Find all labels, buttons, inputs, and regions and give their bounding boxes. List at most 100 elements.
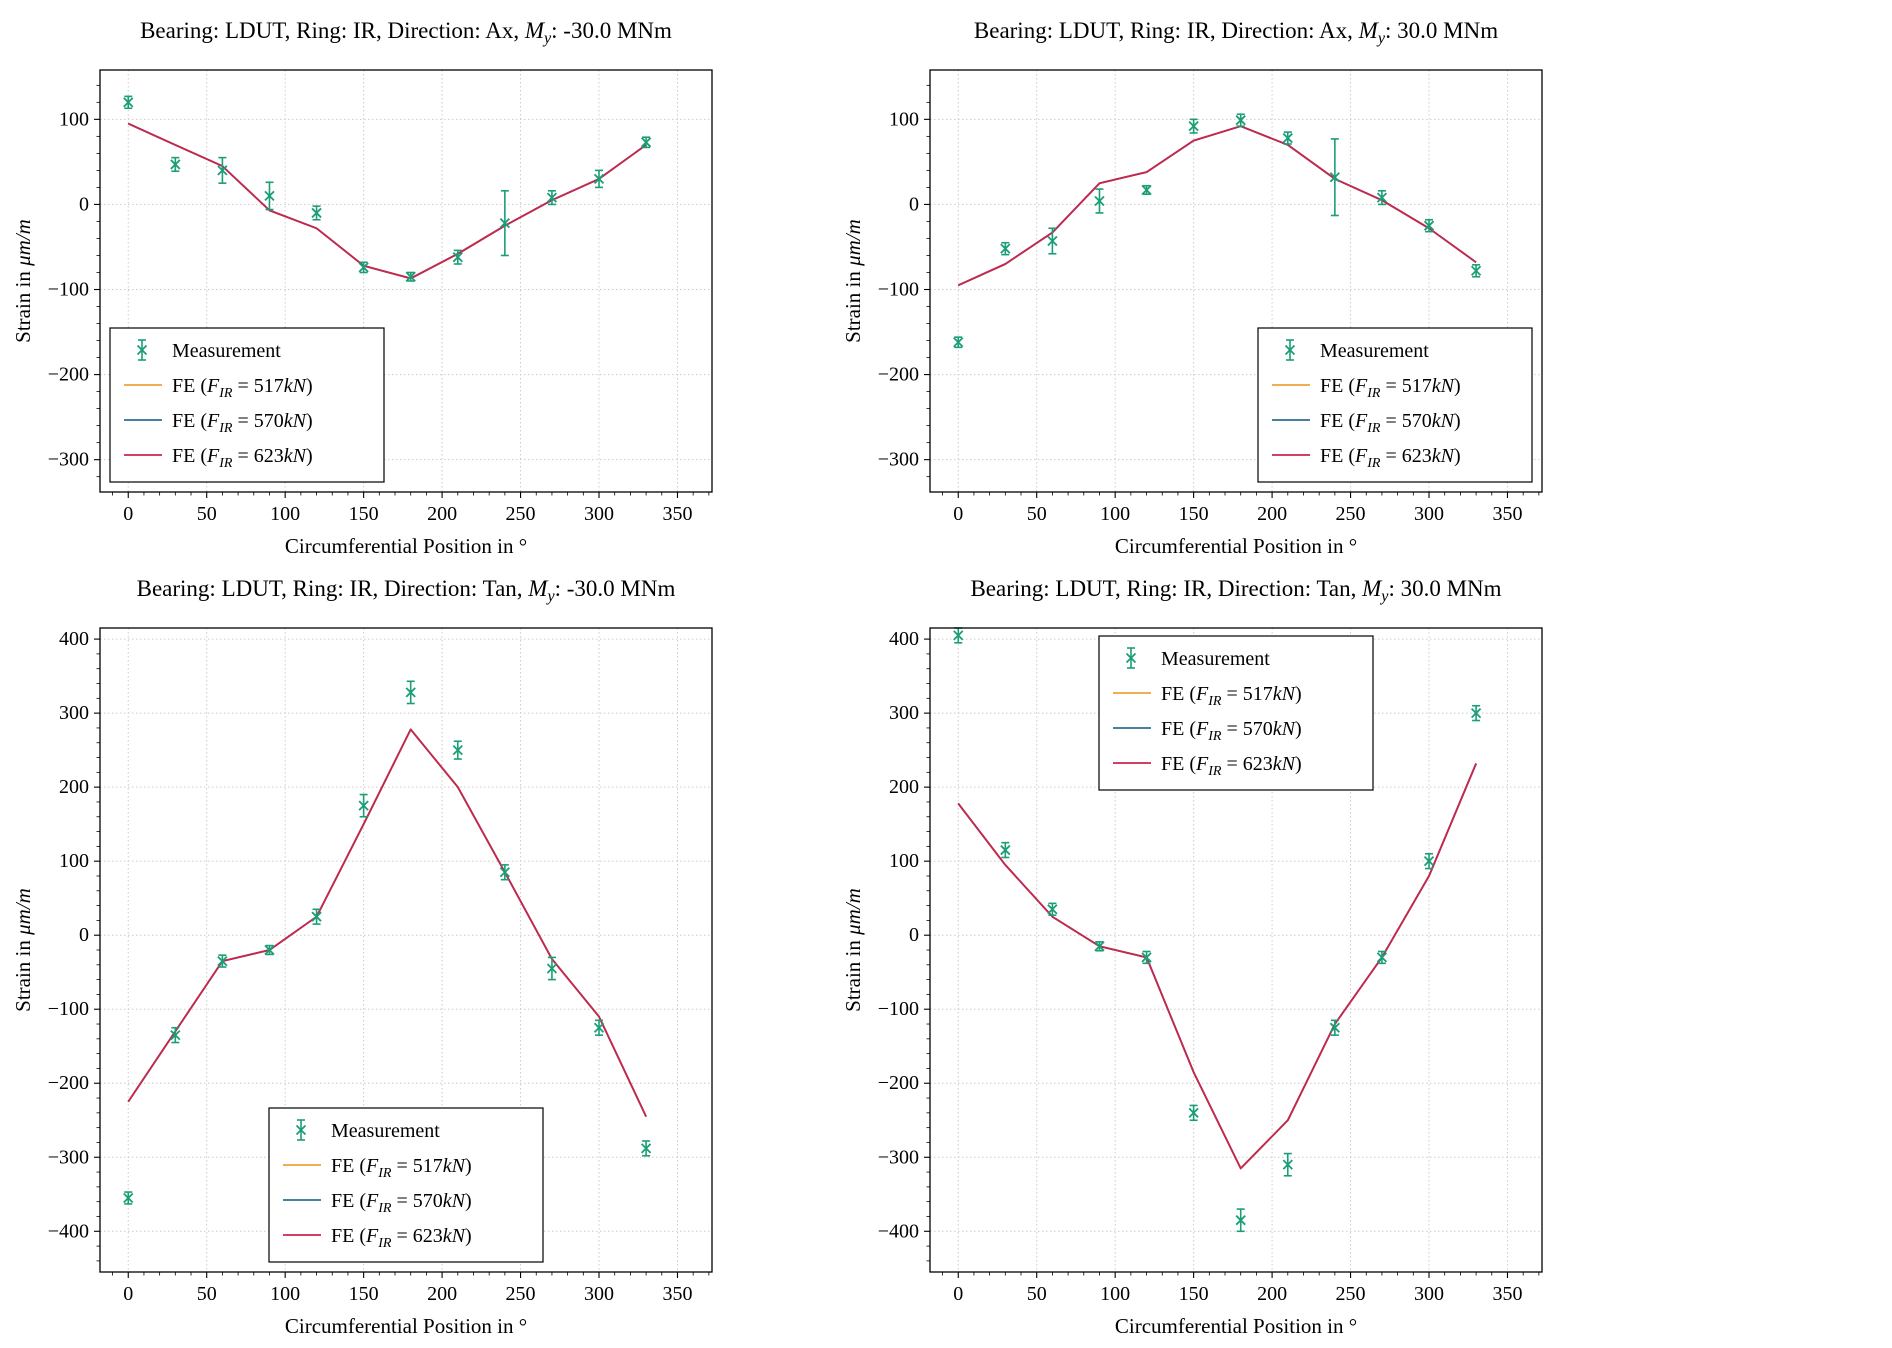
legend-box xyxy=(1257,327,1533,483)
chart-tan-pos30: 0 50 100 150 200 250 300 350 400 300 200 100 0 −100 −2… xyxy=(841,576,1543,1338)
svg-text:0: 0 xyxy=(909,924,919,946)
svg-text:0: 0 xyxy=(79,193,89,215)
fe-line-570kN xyxy=(957,125,1477,287)
x-axis-label: Circumferential Position in ° xyxy=(285,534,527,558)
y-axis-label: Strain in μm/m xyxy=(841,888,865,1012)
chart-ax-neg30: 0 50 100 150 200 250 300 350 100 0 −100 −200 −300 Cir… xyxy=(11,18,713,558)
fe-line-517kN xyxy=(957,125,1477,287)
svg-text:−200: −200 xyxy=(48,364,89,386)
legend-measurement-marker xyxy=(136,339,148,361)
legend-label-measurement: Measurement xyxy=(1161,648,1270,670)
fe-line-623kN xyxy=(127,122,647,280)
svg-text:150: 150 xyxy=(349,1283,379,1305)
y-axis-label: Strain in μm/m xyxy=(841,219,865,343)
legend-label-fe-517kN: FE (FIR = 517kN) xyxy=(1161,683,1302,709)
svg-text:400: 400 xyxy=(889,628,919,650)
svg-text:50: 50 xyxy=(197,503,217,525)
tick-labels: 0 50 100 150 200 250 300 350 100 0 −100 −200 −300 xyxy=(48,108,693,525)
legend: Measurement FE (FIR = 517kN) FE (FIR = 570… xyxy=(1098,635,1374,791)
chart-title: Bearing: LDUT, Ring: IR, Direction: Tan,… xyxy=(137,576,676,605)
legend-measurement-marker xyxy=(295,1119,307,1141)
legend-label-fe-623kN: FE (FIR = 623kN) xyxy=(1320,445,1461,471)
svg-text:−100: −100 xyxy=(48,998,89,1020)
legend: Measurement FE (FIR = 517kN) FE (FIR = 570… xyxy=(1257,327,1533,483)
gridlines xyxy=(930,628,1542,1272)
svg-text:150: 150 xyxy=(1179,503,1209,525)
svg-text:0: 0 xyxy=(79,924,89,946)
legend: Measurement FE (FIR = 517kN) FE (FIR = 570… xyxy=(268,1107,544,1263)
svg-text:100: 100 xyxy=(59,108,89,130)
svg-text:150: 150 xyxy=(349,503,379,525)
svg-text:100: 100 xyxy=(270,503,300,525)
tick-labels: 0 50 100 150 200 250 300 350 400 300 200 100 0 −100 −2… xyxy=(48,628,693,1305)
svg-text:−100: −100 xyxy=(878,998,919,1020)
svg-text:350: 350 xyxy=(1492,503,1522,525)
svg-text:250: 250 xyxy=(506,1283,536,1305)
svg-text:−300: −300 xyxy=(878,449,919,471)
svg-text:250: 250 xyxy=(506,503,536,525)
legend-measurement-marker xyxy=(1284,339,1296,361)
svg-text:0: 0 xyxy=(909,193,919,215)
svg-text:−400: −400 xyxy=(878,1220,919,1242)
svg-text:−400: −400 xyxy=(48,1220,89,1242)
svg-text:−200: −200 xyxy=(878,1072,919,1094)
svg-text:200: 200 xyxy=(427,1283,457,1305)
tick-labels: 0 50 100 150 200 250 300 350 100 0 −100 −200 −300 xyxy=(878,108,1523,525)
chart-title: Bearing: LDUT, Ring: IR, Direction: Ax, … xyxy=(140,18,672,47)
chart-title: Bearing: LDUT, Ring: IR, Direction: Tan,… xyxy=(970,576,1501,605)
svg-text:300: 300 xyxy=(584,503,614,525)
svg-text:350: 350 xyxy=(1492,1283,1522,1305)
legend-measurement-marker xyxy=(1125,647,1137,669)
legend-label-fe-570kN: FE (FIR = 570kN) xyxy=(1161,718,1302,744)
legend-label-fe-623kN: FE (FIR = 623kN) xyxy=(331,1225,472,1251)
svg-text:100: 100 xyxy=(1100,503,1130,525)
svg-text:200: 200 xyxy=(1257,503,1287,525)
svg-text:50: 50 xyxy=(197,1283,217,1305)
legend-label-measurement: Measurement xyxy=(331,1120,440,1142)
svg-text:−300: −300 xyxy=(48,449,89,471)
svg-text:300: 300 xyxy=(1414,1283,1444,1305)
legend-box xyxy=(1098,635,1374,791)
legend-label-fe-570kN: FE (FIR = 570kN) xyxy=(1320,410,1461,436)
svg-text:−100: −100 xyxy=(48,279,89,301)
svg-text:250: 250 xyxy=(1336,503,1366,525)
svg-text:200: 200 xyxy=(889,776,919,798)
svg-text:200: 200 xyxy=(427,503,457,525)
legend-label-measurement: Measurement xyxy=(172,340,281,362)
ticks xyxy=(94,638,710,1278)
y-axis-label: Strain in μm/m xyxy=(11,219,35,343)
svg-text:−300: −300 xyxy=(878,1146,919,1168)
legend-label-fe-570kN: FE (FIR = 570kN) xyxy=(172,410,313,436)
measurement-series xyxy=(123,95,652,282)
svg-text:0: 0 xyxy=(953,503,963,525)
svg-text:300: 300 xyxy=(1414,503,1444,525)
fe-line-517kN xyxy=(957,763,1477,1170)
legend-label-fe-517kN: FE (FIR = 517kN) xyxy=(331,1155,472,1181)
legend-label-fe-517kN: FE (FIR = 517kN) xyxy=(1320,375,1461,401)
svg-text:300: 300 xyxy=(584,1283,614,1305)
svg-text:100: 100 xyxy=(889,850,919,872)
svg-text:100: 100 xyxy=(1100,1283,1130,1305)
ticks xyxy=(94,84,710,498)
svg-text:50: 50 xyxy=(1027,503,1047,525)
legend-label-fe-623kN: FE (FIR = 623kN) xyxy=(1161,753,1302,779)
svg-text:−300: −300 xyxy=(48,1146,89,1168)
x-axis-label: Circumferential Position in ° xyxy=(285,1314,527,1338)
legend-label-measurement: Measurement xyxy=(1320,340,1429,362)
fe-line-570kN xyxy=(127,122,647,280)
svg-text:200: 200 xyxy=(59,776,89,798)
svg-text:−200: −200 xyxy=(878,364,919,386)
x-axis-label: Circumferential Position in ° xyxy=(1115,534,1357,558)
fe-line-623kN xyxy=(127,728,647,1117)
svg-text:300: 300 xyxy=(889,702,919,724)
x-axis-label: Circumferential Position in ° xyxy=(1115,1314,1357,1338)
svg-text:350: 350 xyxy=(662,503,692,525)
svg-text:0: 0 xyxy=(123,1283,133,1305)
axes-box xyxy=(99,69,713,493)
legend-box xyxy=(109,327,385,483)
chart-tan-neg30: 0 50 100 150 200 250 300 350 400 300 200 100 0 −100 −2… xyxy=(11,576,713,1338)
legend-box xyxy=(268,1107,544,1263)
svg-text:150: 150 xyxy=(1179,1283,1209,1305)
